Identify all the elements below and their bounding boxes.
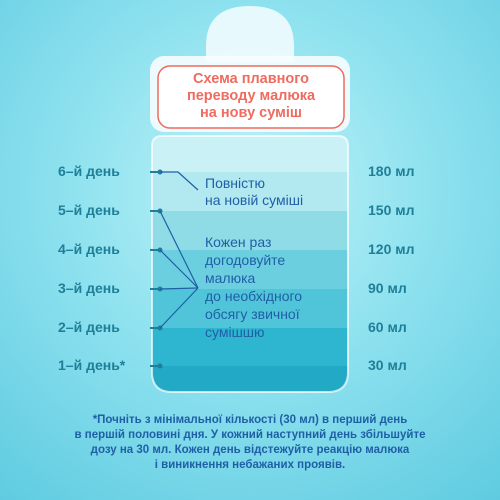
volume-label-2: 60 мл [368, 319, 407, 335]
pointer-lines [159, 171, 199, 329]
footnote-line: *Почніть з мінімальної кількості (30 мл)… [92, 414, 408, 426]
footnote-line: дозу на 30 мл. Кожен день відстежуйте ре… [90, 444, 410, 456]
day-label-2: 2–й день [58, 319, 120, 335]
volume-label-5: 150 мл [368, 202, 415, 218]
day-label-1: 1–й день* [58, 357, 126, 373]
note-line: Кожен раз [205, 234, 272, 250]
volume-label-3: 90 мл [368, 280, 407, 296]
day-label-3: 3–й день [58, 280, 120, 296]
note-line: на новій суміші [205, 192, 304, 208]
note-line: обсягу звичної [205, 306, 300, 322]
day-label-5: 5–й день [58, 202, 120, 218]
title-box [157, 65, 345, 129]
note-line: малюка [205, 270, 256, 286]
note-full-new-formula: Повністю на новій суміші [205, 175, 325, 209]
note-line: догодовуйте [205, 252, 286, 268]
nipple-shape [206, 6, 294, 62]
volume-label-6: 180 мл [368, 163, 415, 179]
footnote: *Почніть з мінімальної кількості (30 мл)… [20, 413, 480, 473]
note-line: сумішшю [205, 324, 265, 340]
volume-label-1: 30 мл [368, 357, 407, 373]
note-line: до необхідного [205, 288, 303, 304]
day-label-6: 6–й день [58, 163, 120, 179]
note-line: Повністю [205, 175, 266, 191]
footnote-line: і виникнення небажаних проявів. [154, 459, 346, 471]
title-line: Схема плавного [193, 71, 309, 87]
liquid-level-1 [152, 366, 348, 392]
title-line: переводу малюка [186, 88, 316, 104]
day-label-4: 4–й день [58, 241, 120, 257]
volume-label-4: 120 мл [368, 241, 415, 257]
note-mixing-instructions: Кожен раз догодовуйте малюка до необхідн… [205, 233, 325, 341]
page-title: Схема плавного переводу малюка на нову с… [162, 71, 340, 122]
title-line: на нову суміш [200, 105, 302, 121]
footnote-line: в першій половині дня. У кожний наступни… [74, 429, 426, 441]
